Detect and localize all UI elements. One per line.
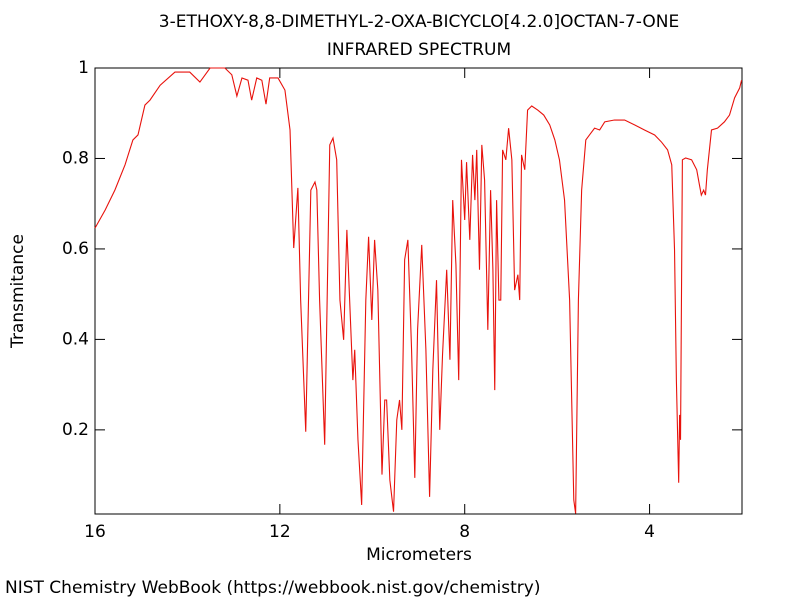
x-tick-label: 8 bbox=[459, 522, 470, 542]
plot-frame bbox=[94, 67, 743, 515]
y-tick-label: 1 bbox=[78, 58, 89, 78]
spectrum-line bbox=[94, 67, 743, 514]
x-tick-label: 12 bbox=[269, 522, 291, 542]
x-axis-label: Micrometers bbox=[366, 545, 472, 565]
source-note: NIST Chemistry WebBook (https://webbook.… bbox=[5, 578, 540, 598]
y-tick-label: 0.6 bbox=[62, 239, 89, 259]
x-tick-label: 4 bbox=[644, 522, 655, 542]
y-tick-label: 0.8 bbox=[62, 148, 89, 168]
y-tick-label: 0.4 bbox=[62, 329, 89, 349]
x-tick-label: 16 bbox=[84, 522, 106, 542]
y-tick-label: 0.2 bbox=[62, 420, 89, 440]
chart-subtitle: INFRARED SPECTRUM bbox=[327, 40, 511, 60]
chart-title: 3-ETHOXY-8,8-DIMETHYL-2-OXA-BICYCLO[4.2.… bbox=[159, 12, 679, 32]
y-axis-label: Transmitance bbox=[8, 234, 28, 349]
